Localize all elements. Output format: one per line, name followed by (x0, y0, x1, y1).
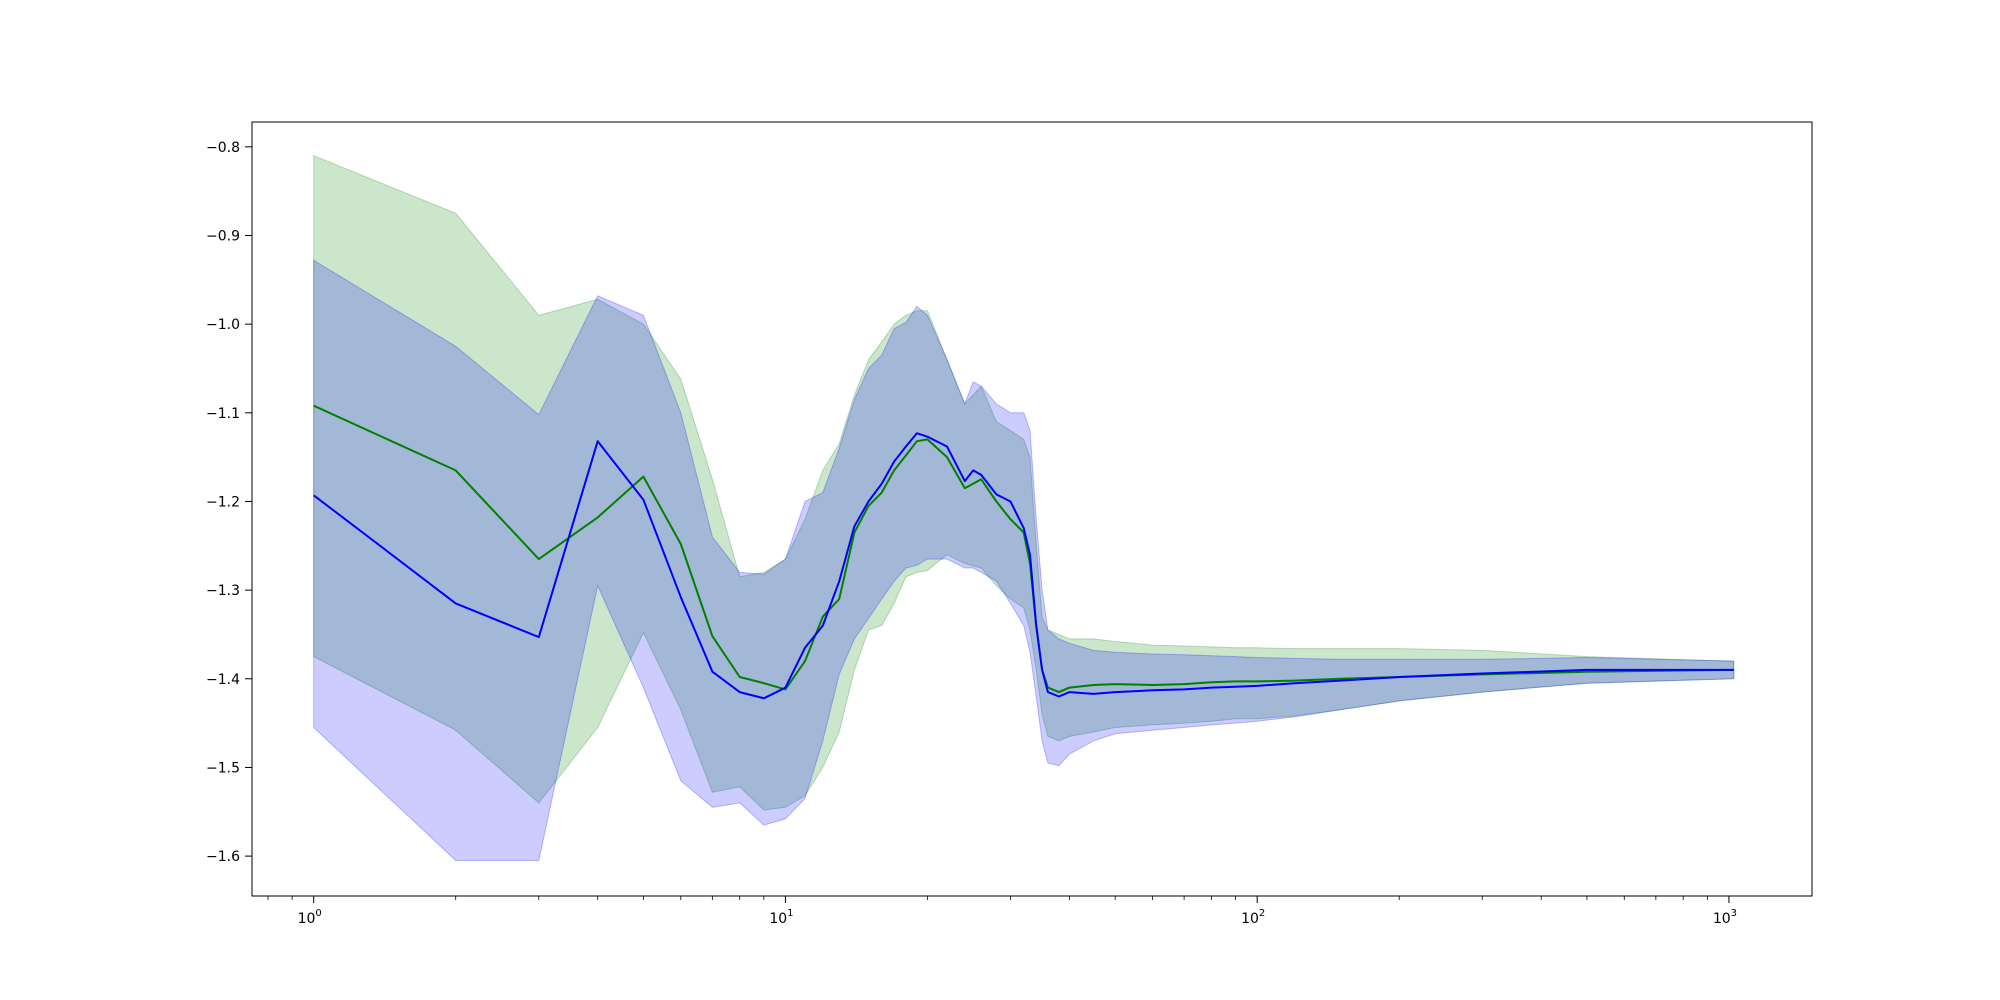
x-tick-label-exponent: 1 (787, 908, 793, 919)
y-tick-label: −1.6 (206, 849, 240, 865)
y-tick-label: −1.1 (206, 406, 240, 422)
y-tick-label: −1.2 (206, 494, 240, 510)
y-tick: −1.0 (206, 317, 252, 333)
mean-lines (313, 404, 1734, 700)
y-tick-label: −1.5 (206, 760, 240, 776)
confidence-band-2 (313, 259, 1735, 861)
y-axis-ticks: −0.8 −0.9 −1.0 −1.1 −1.2 −1.3 −1.4 −1.5 −1.6 (206, 140, 252, 865)
y-tick: −1.6 (206, 849, 252, 865)
x-tick-label-exponent: 2 (1259, 908, 1265, 919)
y-tick: −1.1 (206, 406, 252, 422)
y-tick-label: −0.8 (206, 140, 240, 156)
plot-area-frame (251, 121, 1813, 897)
y-tick-label: −1.0 (206, 317, 240, 333)
series-line-2 (313, 432, 1734, 700)
y-tick-label: −1.3 (206, 583, 240, 599)
series-line-1 (313, 404, 1734, 694)
y-tick: −1.5 (206, 760, 252, 776)
confidence-band-1 (313, 154, 1735, 811)
confidence-bands (313, 154, 1735, 861)
y-tick: −0.8 (206, 140, 252, 156)
y-tick-label: −1.4 (206, 672, 240, 688)
y-tick: −1.3 (206, 583, 252, 599)
x-tick-label-exponent: 0 (315, 908, 321, 919)
y-tick: −0.9 (206, 228, 252, 244)
y-tick: −1.4 (206, 672, 252, 688)
y-tick: −1.2 (206, 494, 252, 510)
y-tick-label: −0.9 (206, 228, 240, 244)
x-tick-label-exponent: 3 (1731, 908, 1737, 919)
